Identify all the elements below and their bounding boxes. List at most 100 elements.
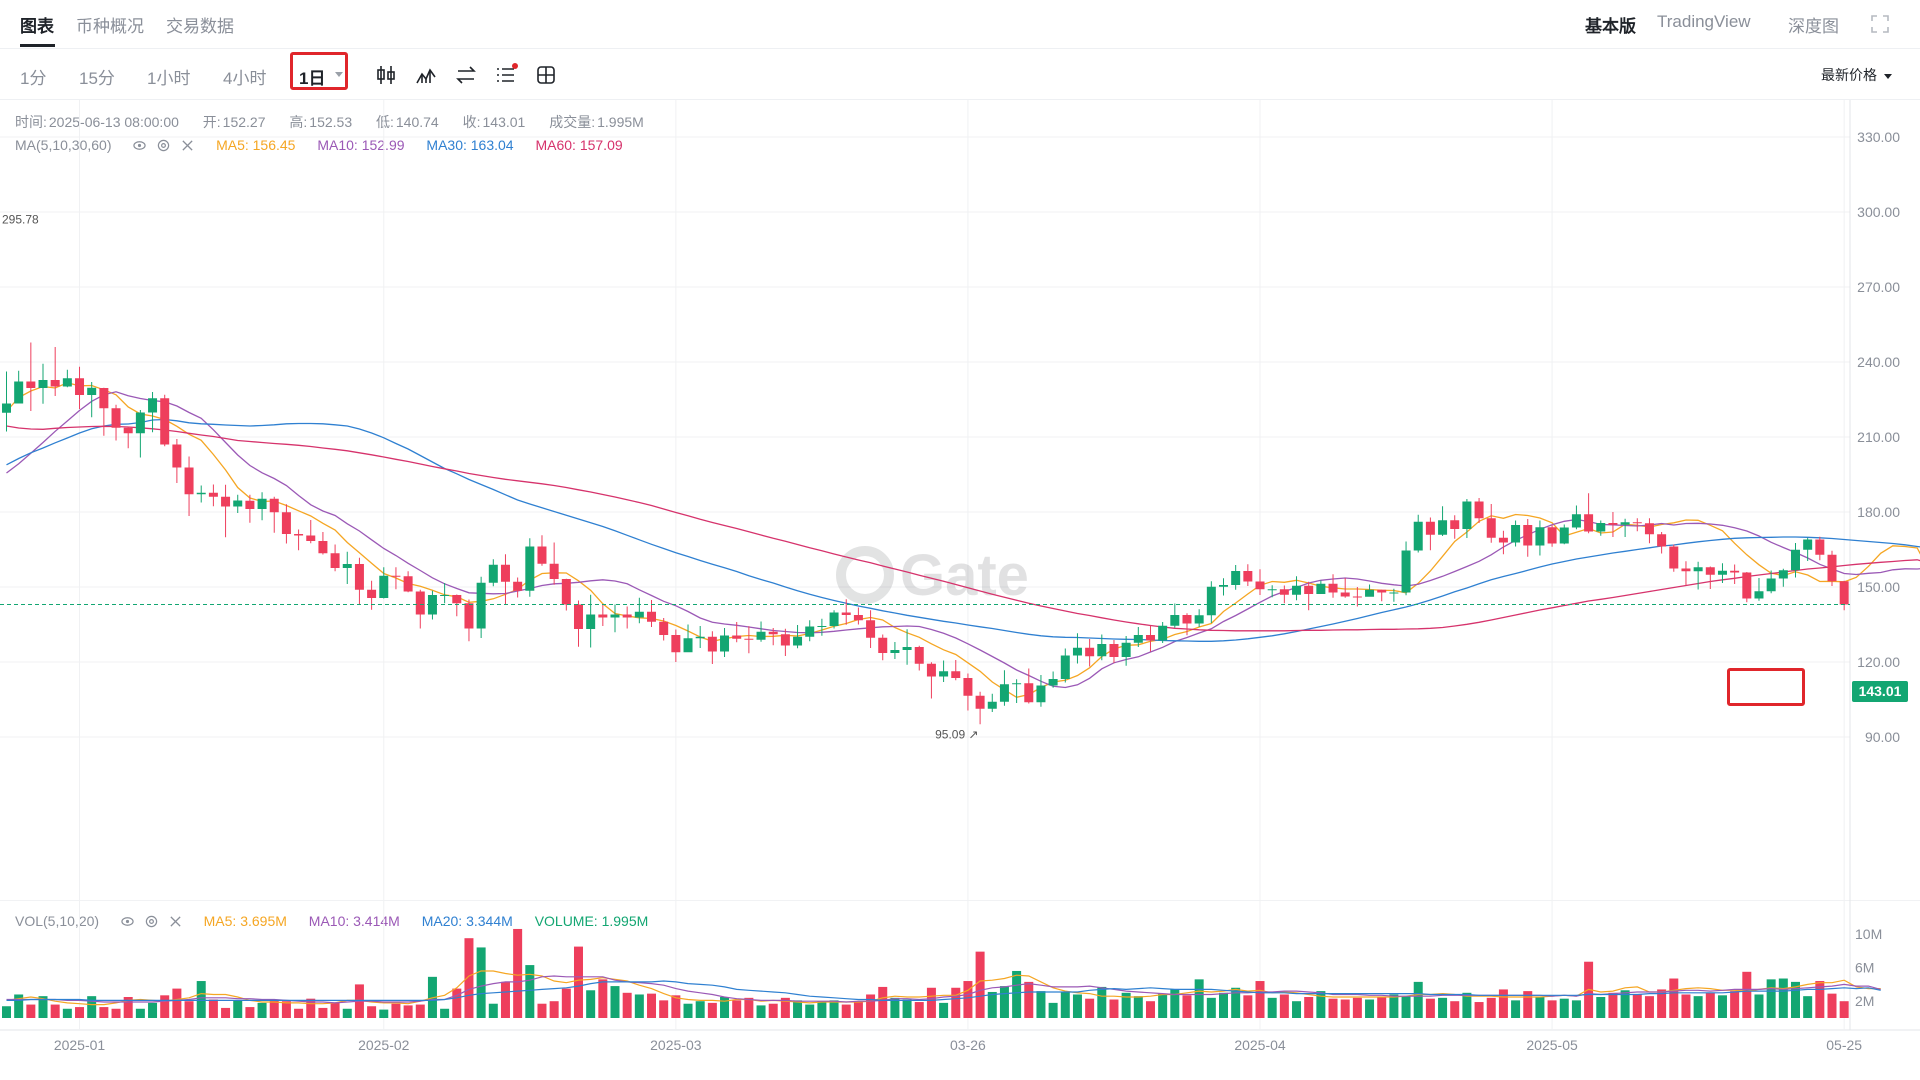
volume-bar bbox=[1608, 992, 1618, 1018]
candle bbox=[1097, 634, 1107, 661]
candle bbox=[1693, 561, 1703, 590]
candle bbox=[1389, 588, 1399, 602]
volume-bar bbox=[318, 1007, 328, 1018]
candle bbox=[123, 426, 133, 449]
close-icon[interactable] bbox=[181, 139, 194, 152]
volume-bar bbox=[1194, 979, 1204, 1018]
volume-bar bbox=[1717, 995, 1727, 1018]
view-basic[interactable]: 基本版 bbox=[1585, 17, 1636, 36]
candle-body bbox=[707, 636, 717, 652]
eye-icon[interactable] bbox=[121, 915, 134, 928]
interval-1d[interactable]: 1日 bbox=[299, 69, 326, 88]
candle bbox=[1060, 648, 1070, 683]
fullscreen-icon[interactable] bbox=[1870, 14, 1890, 34]
candle bbox=[135, 410, 145, 458]
candle bbox=[622, 606, 632, 629]
tab-trading-data[interactable]: 交易数据 bbox=[166, 17, 234, 36]
candle-body bbox=[440, 595, 450, 596]
candle-body bbox=[1730, 570, 1740, 573]
candle-body bbox=[1462, 501, 1472, 529]
min-price-marker: 95.09 ↗ bbox=[935, 727, 978, 741]
price-chart[interactable]: 330.00 300.00 270.00 240.00 210.00 180.00 150.… bbox=[0, 100, 1920, 900]
candle bbox=[1608, 512, 1618, 537]
candle bbox=[1158, 622, 1168, 643]
ohlc-volume-label: 成交量: bbox=[549, 114, 596, 130]
candle bbox=[1803, 537, 1813, 561]
interval-dropdown-caret[interactable] bbox=[335, 72, 343, 77]
volume-bar bbox=[768, 1003, 778, 1018]
candle bbox=[1352, 587, 1362, 607]
candle-body bbox=[1194, 615, 1204, 624]
candle bbox=[1267, 585, 1277, 598]
interval-15m[interactable]: 15分 bbox=[79, 69, 115, 88]
candle-body bbox=[1219, 585, 1228, 587]
settings-icon[interactable] bbox=[145, 915, 158, 928]
ohlc-low: 140.74 bbox=[395, 114, 439, 130]
candle bbox=[221, 484, 231, 538]
candle bbox=[768, 628, 778, 646]
volume-bar bbox=[233, 1000, 243, 1018]
eye-icon[interactable] bbox=[133, 139, 147, 152]
candle-body bbox=[1085, 647, 1095, 657]
candle-body bbox=[367, 589, 377, 598]
ma-line-ma30 bbox=[6, 418, 1920, 642]
volume-bar bbox=[1498, 989, 1508, 1018]
interval-1h[interactable]: 1小时 bbox=[147, 69, 191, 88]
candle-body bbox=[1279, 589, 1289, 595]
candle bbox=[306, 520, 316, 544]
view-depth-chart[interactable]: 深度图 bbox=[1788, 17, 1839, 36]
candle bbox=[488, 559, 498, 587]
volume-bar bbox=[695, 1001, 705, 1018]
view-tradingview[interactable]: TradingView bbox=[1657, 12, 1751, 31]
price-type-select[interactable]: 最新价格 bbox=[1821, 65, 1892, 85]
volume-bar bbox=[111, 1008, 121, 1018]
interval-4h[interactable]: 4小时 bbox=[223, 69, 267, 88]
candle bbox=[756, 621, 766, 642]
ma-line-ma60 bbox=[6, 425, 1920, 632]
candle-body bbox=[354, 564, 364, 590]
candle bbox=[1328, 574, 1338, 598]
volume-bar bbox=[1133, 996, 1143, 1018]
candle bbox=[354, 557, 364, 604]
candle-body bbox=[683, 638, 693, 653]
volume-bar bbox=[379, 1009, 389, 1018]
volume-chart[interactable]: 10M 6M 2M 2025-01 2025-02 2025-03 03-26 2025-04… bbox=[0, 900, 1920, 1080]
candle bbox=[878, 634, 888, 661]
candle-body bbox=[257, 498, 267, 509]
indicator-icon[interactable] bbox=[413, 62, 439, 88]
volume-bar bbox=[1145, 1001, 1155, 1018]
volume-tick-label: 10M bbox=[1855, 926, 1882, 942]
tab-chart[interactable]: 图表 bbox=[20, 17, 54, 36]
template-icon[interactable] bbox=[533, 62, 559, 88]
candle-body bbox=[1060, 655, 1070, 679]
volume-bar bbox=[1450, 1001, 1460, 1018]
volume-bar bbox=[294, 1008, 304, 1018]
candle-body bbox=[62, 378, 72, 387]
interval-1m[interactable]: 1分 bbox=[20, 69, 47, 88]
volume-bar bbox=[1316, 991, 1326, 1018]
volume-legend: VOL(5,10,20) MA5: 3.695M MA10: 3.414M MA… bbox=[15, 913, 656, 929]
candle-body bbox=[866, 620, 876, 638]
volume-bar bbox=[87, 996, 97, 1018]
swap-icon[interactable] bbox=[453, 62, 479, 88]
candlestick-icon[interactable] bbox=[373, 62, 399, 88]
settings-icon[interactable] bbox=[157, 139, 170, 152]
candle-body bbox=[245, 500, 255, 509]
candle bbox=[853, 607, 863, 625]
candle bbox=[1255, 569, 1265, 595]
x-tick-label: 2025-03 bbox=[650, 1037, 702, 1053]
volume-bar bbox=[135, 1008, 145, 1018]
candle-body bbox=[1559, 527, 1569, 544]
candle bbox=[1036, 675, 1046, 707]
tab-coin-overview[interactable]: 币种概况 bbox=[76, 17, 144, 36]
volume-bar bbox=[1511, 1000, 1521, 1018]
candle bbox=[1657, 532, 1667, 554]
volume-bar bbox=[391, 1003, 401, 1018]
close-icon[interactable] bbox=[169, 915, 182, 928]
candle-body bbox=[926, 663, 936, 677]
volume-bar bbox=[1158, 993, 1168, 1018]
list-settings-icon[interactable] bbox=[493, 62, 519, 88]
volume-bar bbox=[1778, 978, 1788, 1018]
candle-body bbox=[1511, 525, 1521, 543]
candle bbox=[914, 645, 924, 671]
